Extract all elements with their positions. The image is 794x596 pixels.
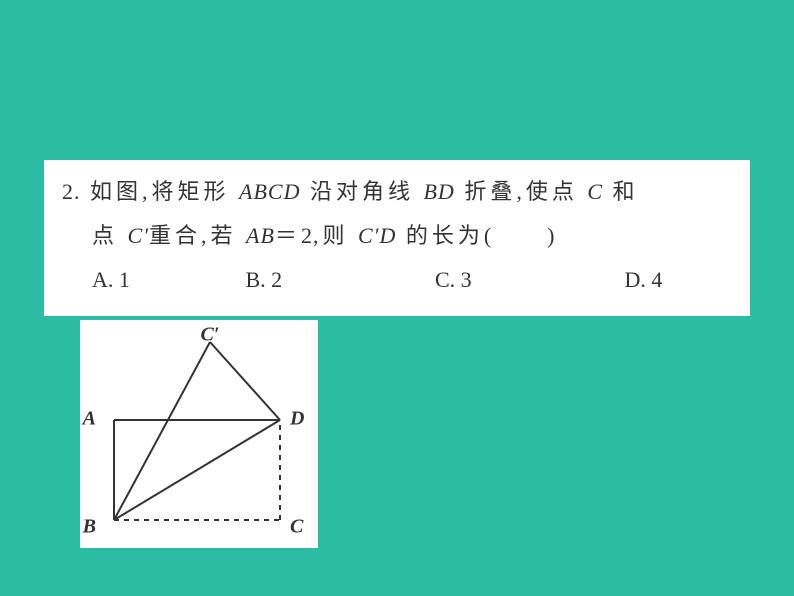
text-segment: 如图,将矩形 [90,179,239,204]
var-bd: BD [423,179,454,204]
svg-text:A: A [81,408,96,430]
question-line-1: 2. 如图,将矩形 ABCD 沿对角线 BD 折叠,使点 C 和 [62,170,732,214]
figure-svg: A D B C C′ [80,320,318,548]
svg-text:D: D [289,408,304,430]
var-ab: AB [246,223,275,248]
text-segment: 的长为( ) [396,223,558,248]
var-cprime-d: C′D [358,223,396,248]
options-row: A. 1 B. 2 C. 3 D. 4 [62,258,732,302]
text-segment: ,则 [313,223,358,248]
text-segment: 沿对角线 [300,179,423,204]
text-segment: 折叠,使点 [455,179,588,204]
svg-text:C′: C′ [201,324,220,346]
question-number: 2. [62,179,81,204]
option-d: D. 4 [625,258,663,302]
text-segment: 重合,若 [149,223,246,248]
text-segment: 点 [92,223,128,248]
option-a: A. 1 [92,258,240,302]
svg-text:C: C [290,516,304,538]
var-cprime: C′ [128,223,150,248]
question-box: 2. 如图,将矩形 ABCD 沿对角线 BD 折叠,使点 C 和 点 C′重合,… [44,160,750,316]
var-c: C [587,179,603,204]
question-line-2: 点 C′重合,若 AB＝2,则 C′D 的长为( ) [62,214,732,258]
geometry-figure: A D B C C′ [80,320,318,548]
option-c: C. 3 [435,258,619,302]
option-b: B. 2 [246,258,430,302]
svg-text:B: B [82,516,96,538]
var-abcd: ABCD [239,179,300,204]
text-segment: 和 [603,179,639,204]
num-two: 2 [301,223,313,248]
text-segment: ＝ [275,223,301,248]
